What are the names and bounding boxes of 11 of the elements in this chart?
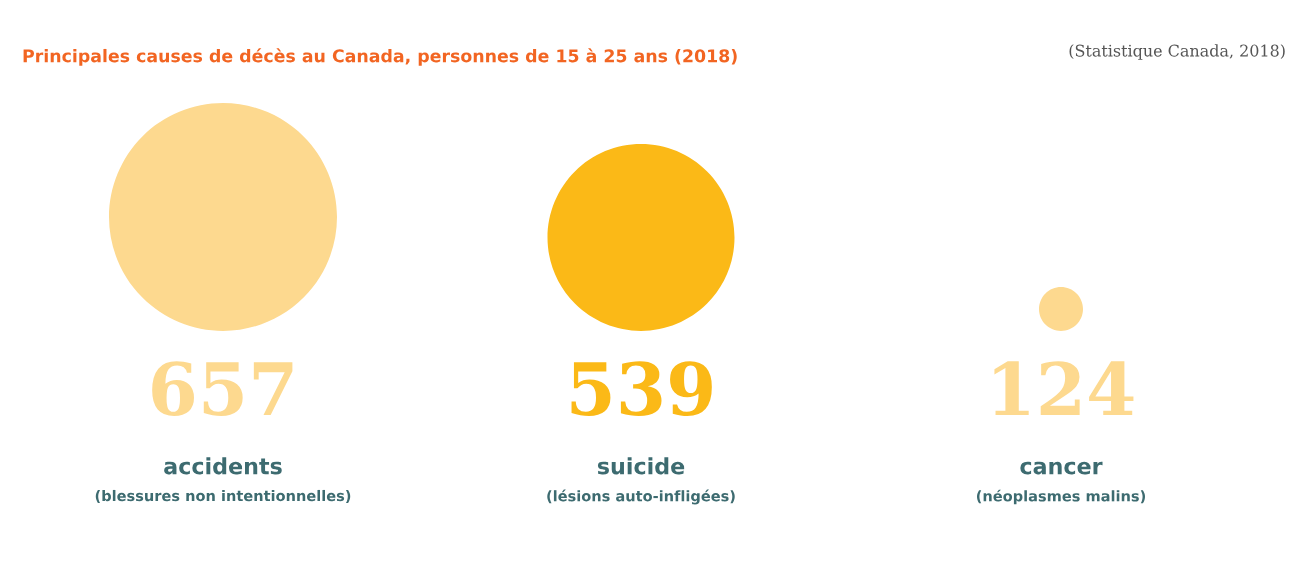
text: (lésions auto-infligées) bbox=[547, 489, 735, 505]
text: (néoplasmes malins) bbox=[976, 489, 1146, 505]
category-label: cancer bbox=[1020, 461, 1103, 475]
category-label: suicide bbox=[597, 457, 685, 475]
category-label: accidents bbox=[164, 457, 282, 475]
text: Principales causes de décès au Canada, personnes de 15 à 25 ans (2018) bbox=[23, 48, 737, 66]
text: (Statistique Canada, 2018) bbox=[1069, 44, 1285, 60]
data-label: 124 bbox=[994, 361, 1134, 415]
data-label: 539 bbox=[571, 361, 712, 416]
text: (blessures non intentionnelles) bbox=[95, 489, 351, 503]
data-label: 657 bbox=[152, 361, 293, 416]
